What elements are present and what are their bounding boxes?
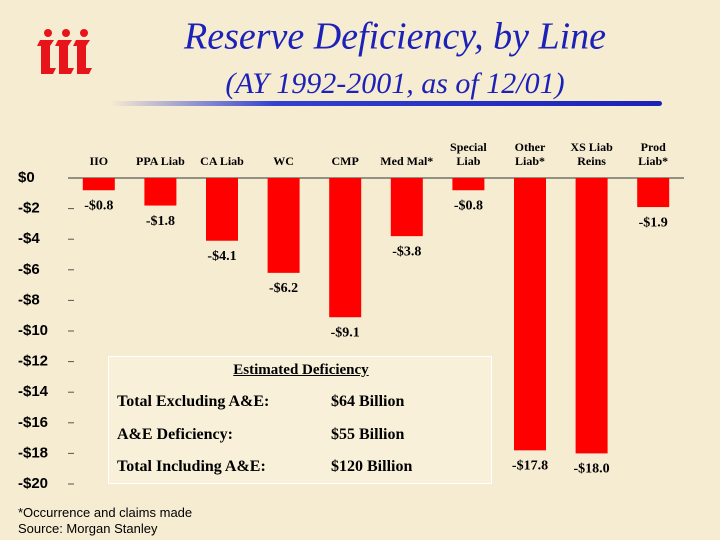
- inset-value: $64 Billion: [331, 393, 405, 410]
- bar: [390, 178, 423, 237]
- y-tick-label: -$12: [18, 353, 48, 370]
- value-label: -$1.9: [639, 215, 668, 230]
- inset-title: Estimated Deficiency: [233, 362, 369, 378]
- inset-value: $55 Billion: [331, 426, 405, 443]
- inset-label: Total Excluding A&E:: [117, 393, 270, 410]
- value-label: -$1.8: [146, 214, 175, 229]
- x-tick-label: Med Mal*: [380, 154, 434, 168]
- inset-label: Total Including A&E:: [117, 458, 266, 475]
- x-tick-label: CA Liab: [200, 154, 244, 168]
- y-tick-label: -$20: [18, 475, 48, 492]
- bar: [82, 178, 115, 191]
- bar: [575, 178, 608, 454]
- footnote: *Occurrence and claims made: [18, 505, 193, 520]
- x-tick-label: Special Liab: [450, 140, 487, 168]
- bar: [452, 178, 485, 191]
- bar: [267, 178, 300, 273]
- y-tick-label: -$2: [18, 200, 40, 217]
- logo: [37, 29, 92, 74]
- y-tick-label: -$10: [18, 322, 48, 339]
- x-tick-label: XS Liab Reins: [570, 140, 613, 168]
- chart-title: Reserve Deficiency, by Line: [183, 16, 606, 58]
- bar: [637, 178, 670, 208]
- source: Source: Morgan Stanley: [18, 521, 158, 536]
- value-label: -$4.1: [207, 249, 236, 264]
- value-label: -$17.8: [512, 459, 548, 474]
- x-tick-label: IIO: [89, 154, 109, 168]
- bar: [144, 178, 177, 206]
- y-tick-label: -$4: [18, 230, 40, 247]
- y-tick-label: $0: [18, 169, 35, 186]
- bar: [514, 178, 546, 451]
- inset-value: $120 Billion: [331, 458, 413, 475]
- bar: [329, 178, 362, 318]
- y-tick-label: -$18: [18, 444, 48, 461]
- inset-label: A&E Deficiency:: [117, 426, 233, 443]
- y-tick-label: -$8: [18, 291, 40, 308]
- inset-box: Estimated Deficiency Total Excluding A&E…: [108, 356, 492, 484]
- y-tick-label: -$6: [18, 261, 40, 278]
- x-tick-label: WC: [273, 154, 294, 168]
- title-rule: [110, 101, 662, 106]
- y-tick-label: -$14: [18, 383, 49, 400]
- value-label: -$18.0: [574, 462, 610, 477]
- value-label: -$0.8: [84, 198, 113, 213]
- chart-subtitle: (AY 1992-2001, as of 12/01): [225, 67, 564, 100]
- value-label: -$3.8: [392, 244, 421, 259]
- bar: [206, 178, 238, 241]
- x-tick-label: PPA Liab: [135, 154, 185, 168]
- value-label: -$9.1: [331, 325, 360, 340]
- x-tick-label: Other Liab*: [514, 140, 546, 168]
- x-tick-label: Prod Liab*: [638, 140, 669, 168]
- y-tick-label: -$16: [18, 414, 48, 431]
- value-label: -$0.8: [454, 198, 483, 213]
- x-tick-label: CMP: [331, 154, 359, 168]
- value-label: -$6.2: [269, 281, 298, 296]
